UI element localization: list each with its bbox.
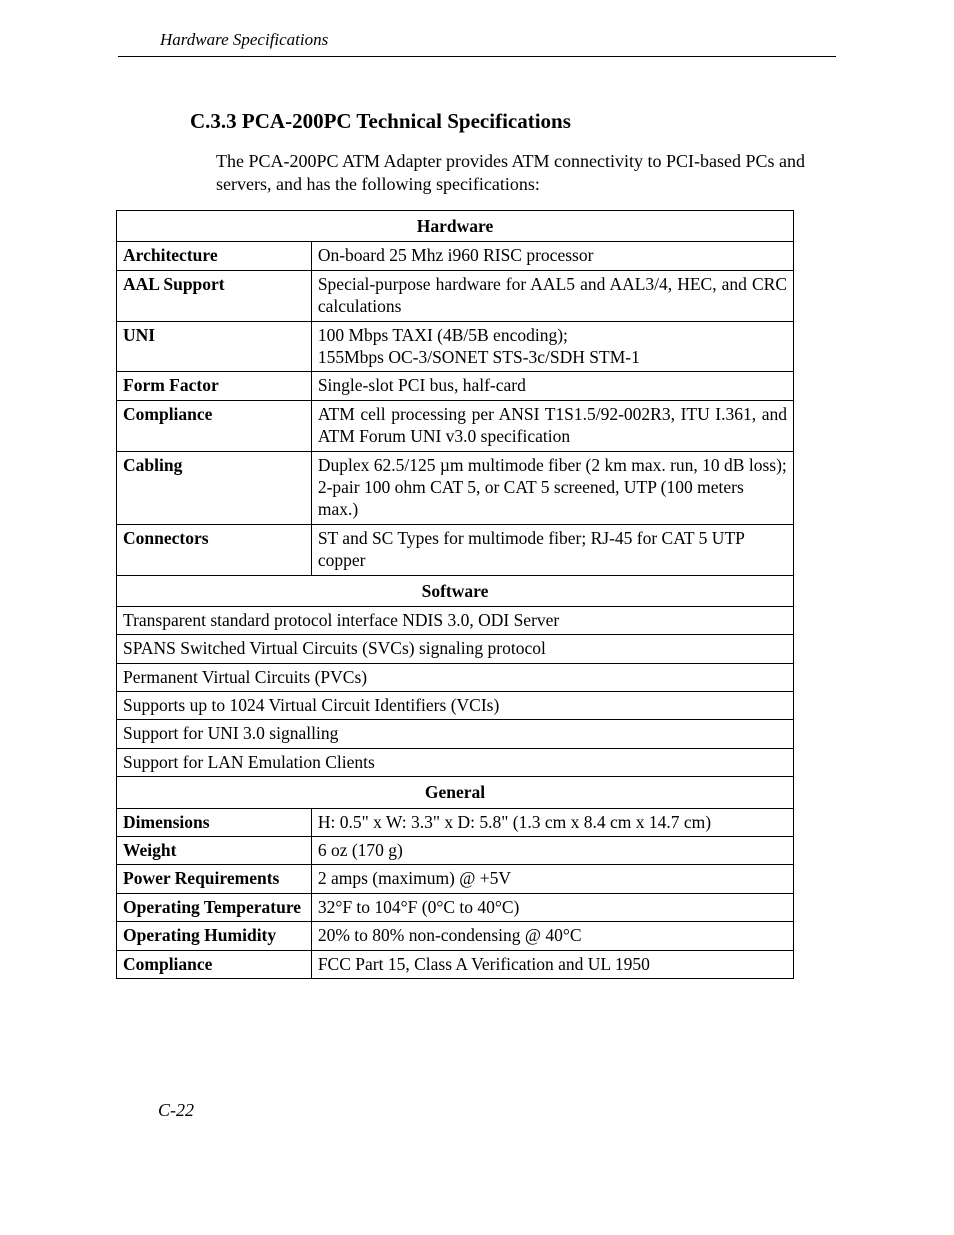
table-row: Connectors ST and SC Types for multimode…: [117, 524, 794, 575]
spec-label: Compliance: [117, 400, 312, 451]
table-row: Operating Humidity 20% to 80% non-conden…: [117, 922, 794, 950]
intro-paragraph: The PCA-200PC ATM Adapter provides ATM c…: [160, 150, 836, 196]
content-area: C.3.3 PCA-200PC Technical Specifications…: [0, 57, 954, 979]
table-row: UNI 100 Mbps TAXI (4B/5B encoding); 155M…: [117, 321, 794, 372]
spec-fullrow: Support for UNI 3.0 signalling: [117, 720, 794, 748]
table-section-general: General: [117, 777, 794, 808]
spec-fullrow: Supports up to 1024 Virtual Circuit Iden…: [117, 692, 794, 720]
table-row: Operating Temperature 32°F to 104°F (0°C…: [117, 893, 794, 921]
table-row: Support for LAN Emulation Clients: [117, 748, 794, 776]
spec-label: Architecture: [117, 242, 312, 270]
table-row: Dimensions H: 0.5" x W: 3.3" x D: 5.8" (…: [117, 808, 794, 836]
spec-label: Power Requirements: [117, 865, 312, 893]
spec-label: Operating Humidity: [117, 922, 312, 950]
table-section-software: Software: [117, 575, 794, 606]
spec-value: FCC Part 15, Class A Verification and UL…: [311, 950, 793, 978]
spec-value: 32°F to 104°F (0°C to 40°C): [311, 893, 793, 921]
spec-label: Dimensions: [117, 808, 312, 836]
spec-value: 100 Mbps TAXI (4B/5B encoding); 155Mbps …: [311, 321, 793, 372]
spec-fullrow: SPANS Switched Virtual Circuits (SVCs) s…: [117, 635, 794, 663]
spec-value: H: 0.5" x W: 3.3" x D: 5.8" (1.3 cm x 8.…: [311, 808, 793, 836]
spec-value: 6 oz (170 g): [311, 837, 793, 865]
spec-fullrow: Permanent Virtual Circuits (PVCs): [117, 663, 794, 691]
spec-label: AAL Support: [117, 270, 312, 321]
table-row: Architecture On-board 25 Mhz i960 RISC p…: [117, 242, 794, 270]
table-section-title: General: [117, 777, 794, 808]
spec-value: Special-purpose hardware for AAL5 and AA…: [311, 270, 793, 321]
table-row: Permanent Virtual Circuits (PVCs): [117, 663, 794, 691]
table-row: Support for UNI 3.0 signalling: [117, 720, 794, 748]
spec-fullrow: Transparent standard protocol interface …: [117, 606, 794, 634]
spec-label: Cabling: [117, 451, 312, 524]
table-section-hardware: Hardware: [117, 211, 794, 242]
spec-label: Weight: [117, 837, 312, 865]
table-row: Weight 6 oz (170 g): [117, 837, 794, 865]
spec-fullrow: Support for LAN Emulation Clients: [117, 748, 794, 776]
table-row: SPANS Switched Virtual Circuits (SVCs) s…: [117, 635, 794, 663]
spec-value: On-board 25 Mhz i960 RISC processor: [311, 242, 793, 270]
table-row: Compliance FCC Part 15, Class A Verifica…: [117, 950, 794, 978]
spec-value: ST and SC Types for multimode fiber; RJ-…: [311, 524, 793, 575]
spec-value: ATM cell processing per ANSI T1S1.5/92-0…: [311, 400, 793, 451]
spec-table: Hardware Architecture On-board 25 Mhz i9…: [116, 210, 794, 979]
table-row: Power Requirements 2 amps (maximum) @ +5…: [117, 865, 794, 893]
table-row: Compliance ATM cell processing per ANSI …: [117, 400, 794, 451]
table-row: AAL Support Special-purpose hardware for…: [117, 270, 794, 321]
section-heading: C.3.3 PCA-200PC Technical Specifications: [160, 109, 836, 134]
spec-label: Operating Temperature: [117, 893, 312, 921]
running-head: Hardware Specifications: [0, 30, 954, 56]
spec-label: UNI: [117, 321, 312, 372]
table-section-title: Hardware: [117, 211, 794, 242]
spec-label: Compliance: [117, 950, 312, 978]
table-row: Cabling Duplex 62.5/125 µm multimode fib…: [117, 451, 794, 524]
table-row: Transparent standard protocol interface …: [117, 606, 794, 634]
page-number: C-22: [158, 1100, 194, 1121]
spec-value: 2 amps (maximum) @ +5V: [311, 865, 793, 893]
table-row: Form Factor Single-slot PCI bus, half-ca…: [117, 372, 794, 400]
spec-value: 20% to 80% non-condensing @ 40°C: [311, 922, 793, 950]
spec-label: Form Factor: [117, 372, 312, 400]
table-section-title: Software: [117, 575, 794, 606]
spec-value: Duplex 62.5/125 µm multimode fiber (2 km…: [311, 451, 793, 524]
page: Hardware Specifications C.3.3 PCA-200PC …: [0, 0, 954, 1235]
spec-label: Connectors: [117, 524, 312, 575]
table-row: Supports up to 1024 Virtual Circuit Iden…: [117, 692, 794, 720]
spec-value: Single-slot PCI bus, half-card: [311, 372, 793, 400]
